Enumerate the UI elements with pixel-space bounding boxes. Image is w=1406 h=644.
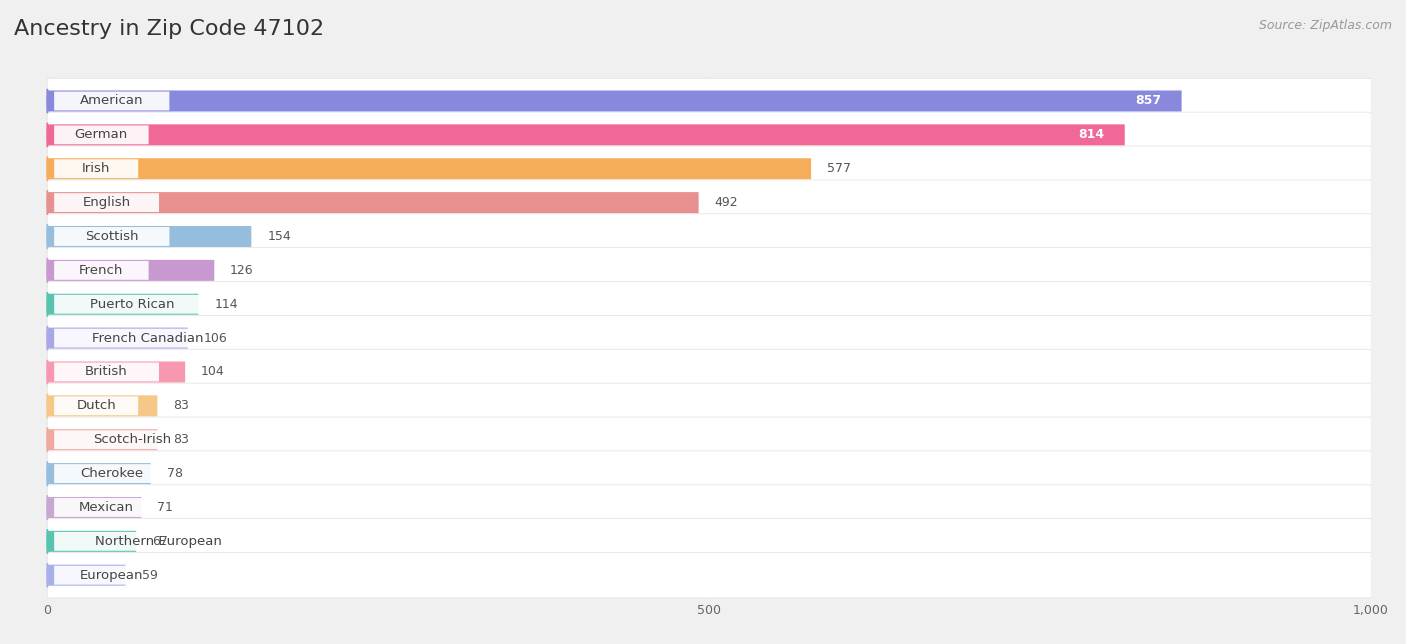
FancyBboxPatch shape [48,91,1181,111]
FancyBboxPatch shape [48,451,1371,497]
Text: German: German [75,128,128,142]
FancyBboxPatch shape [55,126,149,144]
FancyBboxPatch shape [55,261,149,279]
FancyBboxPatch shape [55,227,169,246]
Text: 154: 154 [267,230,291,243]
Text: Scottish: Scottish [84,230,139,243]
FancyBboxPatch shape [55,532,263,551]
FancyBboxPatch shape [48,383,1371,428]
FancyBboxPatch shape [48,389,1371,422]
FancyBboxPatch shape [48,518,1371,564]
Text: Mexican: Mexican [79,501,134,514]
FancyBboxPatch shape [48,429,157,450]
FancyBboxPatch shape [48,254,1371,287]
FancyBboxPatch shape [48,260,214,281]
FancyBboxPatch shape [48,79,1371,124]
FancyBboxPatch shape [55,363,159,381]
FancyBboxPatch shape [48,226,252,247]
FancyBboxPatch shape [48,185,1371,220]
FancyBboxPatch shape [48,294,198,315]
Text: Irish: Irish [82,162,110,175]
FancyBboxPatch shape [48,328,188,348]
Text: British: British [86,366,128,379]
FancyBboxPatch shape [48,316,1371,361]
Text: 67: 67 [152,535,167,548]
FancyBboxPatch shape [55,566,169,585]
Text: Cherokee: Cherokee [80,467,143,480]
FancyBboxPatch shape [55,193,159,212]
FancyBboxPatch shape [48,491,1371,524]
FancyBboxPatch shape [48,463,150,484]
FancyBboxPatch shape [55,397,138,415]
Text: 814: 814 [1078,128,1105,142]
FancyBboxPatch shape [48,395,157,416]
FancyBboxPatch shape [48,214,1371,259]
FancyBboxPatch shape [48,558,1371,592]
FancyBboxPatch shape [48,118,1371,152]
Text: 492: 492 [714,196,738,209]
FancyBboxPatch shape [48,531,136,552]
FancyBboxPatch shape [48,281,1371,327]
Text: 83: 83 [173,399,190,412]
Text: 71: 71 [157,501,173,514]
FancyBboxPatch shape [55,498,159,517]
Text: 857: 857 [1136,95,1161,108]
FancyBboxPatch shape [48,180,1371,225]
Text: 126: 126 [231,264,254,277]
Text: 78: 78 [167,467,183,480]
FancyBboxPatch shape [48,524,1371,558]
FancyBboxPatch shape [48,565,125,585]
FancyBboxPatch shape [55,430,211,449]
FancyBboxPatch shape [55,159,138,178]
Text: 577: 577 [827,162,851,175]
Text: 114: 114 [214,298,238,310]
FancyBboxPatch shape [48,248,1371,293]
FancyBboxPatch shape [48,158,811,179]
Text: English: English [83,196,131,209]
Text: Northern European: Northern European [96,535,222,548]
FancyBboxPatch shape [48,321,1371,355]
FancyBboxPatch shape [48,457,1371,491]
FancyBboxPatch shape [48,192,699,213]
Text: Ancestry in Zip Code 47102: Ancestry in Zip Code 47102 [14,19,325,39]
FancyBboxPatch shape [55,464,169,483]
FancyBboxPatch shape [48,497,142,518]
FancyBboxPatch shape [48,553,1371,598]
Text: Puerto Rican: Puerto Rican [90,298,174,310]
FancyBboxPatch shape [48,112,1371,158]
FancyBboxPatch shape [48,417,1371,462]
Text: European: European [80,569,143,582]
Text: French: French [79,264,124,277]
FancyBboxPatch shape [55,295,211,314]
Text: Source: ZipAtlas.com: Source: ZipAtlas.com [1258,19,1392,32]
FancyBboxPatch shape [48,124,1125,146]
FancyBboxPatch shape [48,146,1371,191]
FancyBboxPatch shape [48,287,1371,321]
FancyBboxPatch shape [48,152,1371,185]
FancyBboxPatch shape [48,220,1371,254]
Text: French Canadian: French Canadian [93,332,204,345]
FancyBboxPatch shape [48,361,186,383]
Text: 106: 106 [204,332,228,345]
FancyBboxPatch shape [48,422,1371,457]
FancyBboxPatch shape [48,84,1371,118]
FancyBboxPatch shape [55,91,169,110]
Text: 83: 83 [173,433,190,446]
FancyBboxPatch shape [48,349,1371,395]
Text: Scotch-Irish: Scotch-Irish [94,433,172,446]
FancyBboxPatch shape [48,355,1371,389]
Text: Dutch: Dutch [76,399,117,412]
FancyBboxPatch shape [55,328,242,348]
Text: 59: 59 [142,569,157,582]
FancyBboxPatch shape [48,485,1371,530]
Text: American: American [80,95,143,108]
Text: 104: 104 [201,366,225,379]
